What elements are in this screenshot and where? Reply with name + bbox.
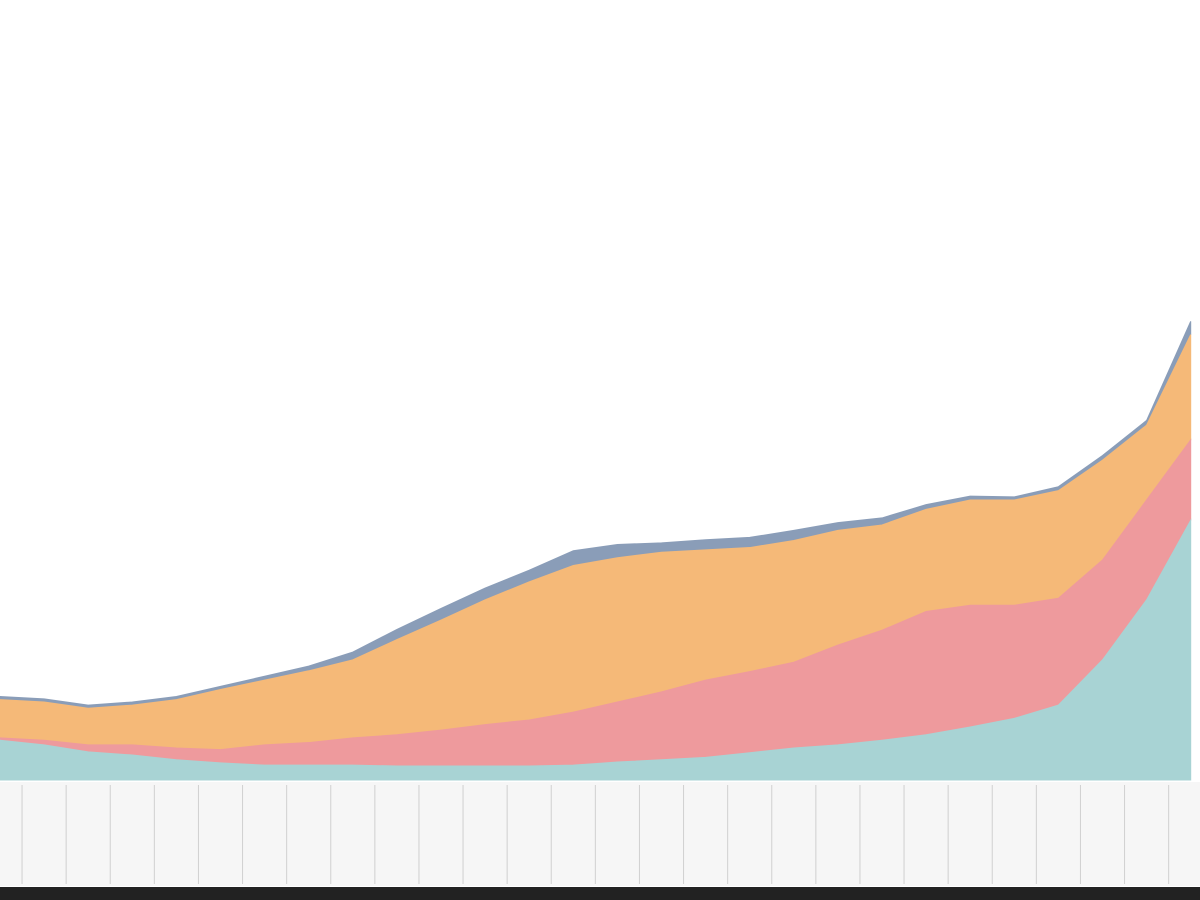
x-label-strip <box>0 782 1200 886</box>
area <box>0 518 1192 781</box>
bottom-bar <box>0 887 1200 900</box>
